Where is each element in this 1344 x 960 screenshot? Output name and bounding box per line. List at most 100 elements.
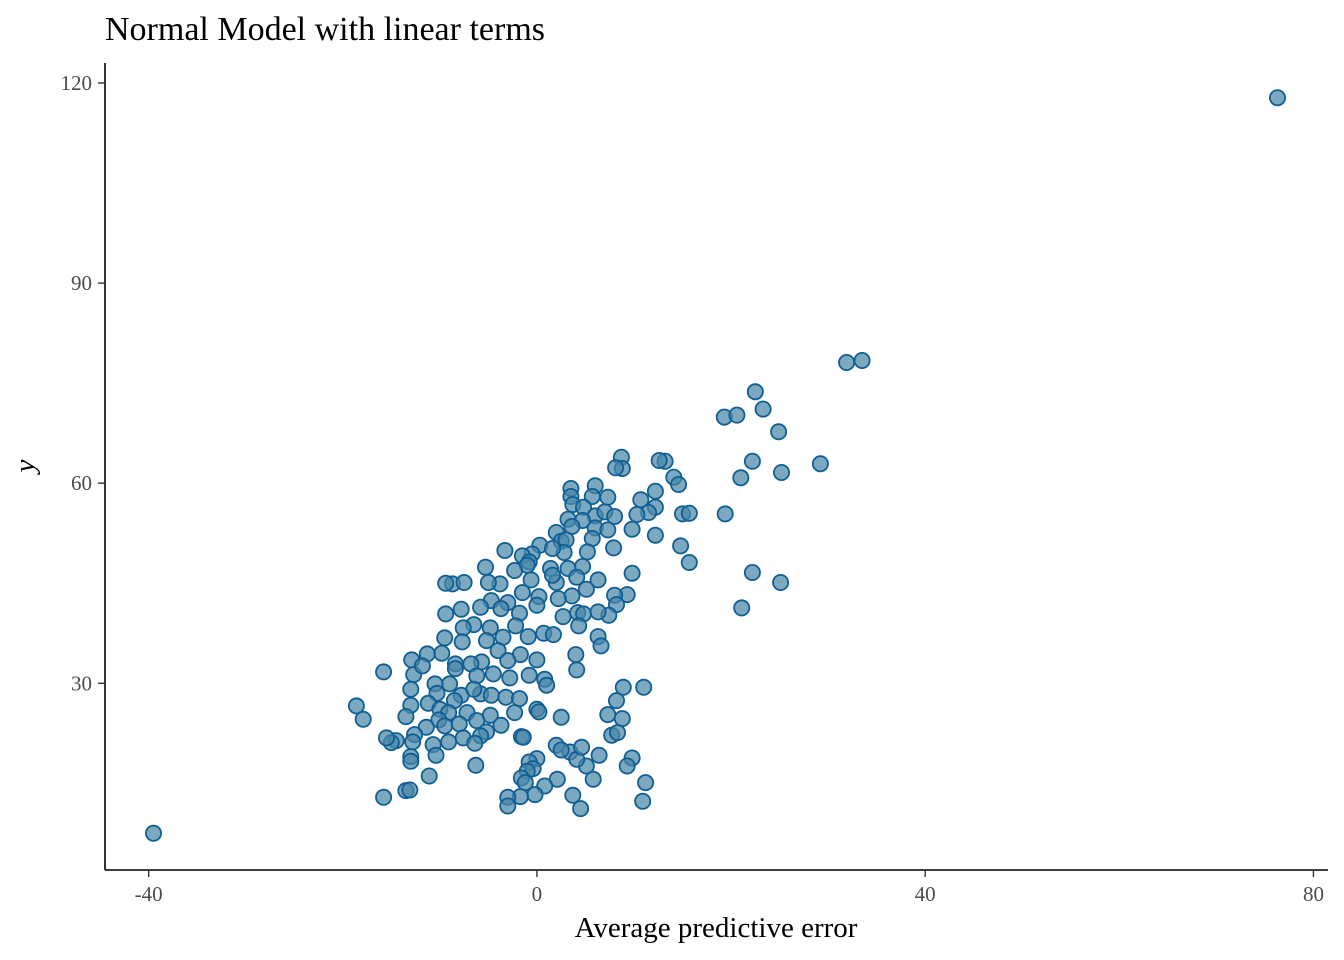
data-point-13 (716, 505, 734, 523)
data-point-18 (650, 451, 668, 469)
data-point-6 (728, 406, 746, 424)
data-point-112 (477, 632, 495, 650)
data-point-113 (453, 633, 471, 651)
x-axis-label: Average predictive error (575, 912, 858, 944)
data-point-184 (354, 710, 372, 728)
data-point-195 (590, 746, 608, 764)
data-point-66 (496, 542, 514, 560)
data-point-16 (733, 599, 751, 617)
data-point-15 (772, 574, 790, 592)
y-tick-label: 90 (71, 271, 92, 295)
data-point-121 (499, 652, 517, 670)
data-point-63 (544, 540, 562, 558)
data-point-114 (436, 629, 454, 647)
data-point-59 (605, 539, 623, 557)
data-point-124 (567, 646, 585, 664)
chart-title: Normal Model with linear terms (105, 11, 545, 48)
data-point-154 (506, 704, 524, 722)
data-point-54 (599, 521, 617, 539)
x-tick-label: -40 (135, 882, 163, 906)
data-point-201 (584, 770, 602, 788)
data-point-40 (599, 488, 617, 506)
data-point-78 (522, 571, 540, 589)
data-point-215 (526, 786, 544, 804)
data-point-160 (436, 717, 454, 735)
data-point-174 (404, 733, 422, 751)
data-point-199 (634, 792, 652, 810)
data-point-83 (455, 574, 473, 592)
data-point-125 (568, 661, 586, 679)
data-point-143 (510, 690, 528, 708)
data-point-115 (433, 644, 451, 662)
data-point-29 (646, 526, 664, 544)
data-point-49 (606, 507, 624, 525)
data-point-178 (420, 767, 438, 785)
data-point-14 (743, 564, 761, 582)
data-point-136 (375, 663, 393, 681)
data-point-126 (528, 651, 546, 669)
data-point-219 (564, 786, 582, 804)
data-point-176 (402, 752, 420, 770)
data-point-27 (628, 505, 646, 523)
data-point-109 (592, 637, 610, 655)
y-tick-label: 120 (61, 71, 93, 95)
data-point-100 (589, 603, 607, 621)
data-point-158 (397, 708, 415, 726)
data-point-72 (506, 562, 524, 580)
data-point-104 (454, 619, 472, 637)
data-point-190 (608, 692, 626, 710)
data-point-0 (144, 824, 162, 842)
data-point-39 (607, 459, 625, 477)
data-point-173 (377, 729, 395, 747)
data-point-107 (570, 617, 588, 635)
data-point-84 (563, 587, 581, 605)
data-point-7 (754, 400, 772, 418)
x-axis-ticks: -40 0 40 80 (135, 870, 1324, 906)
data-point-187 (401, 781, 419, 799)
data-point-110 (519, 628, 537, 646)
data-point-135 (413, 657, 431, 675)
data-point-92 (452, 600, 470, 618)
data-point-9 (743, 452, 761, 470)
data-point-42 (583, 487, 601, 505)
data-point-157 (552, 708, 570, 726)
data-point-194 (609, 724, 627, 742)
data-point-91 (472, 598, 490, 616)
data-point-141 (482, 686, 500, 704)
data-point-11 (773, 463, 791, 481)
data-point-182 (514, 728, 532, 746)
data-point-218 (499, 797, 517, 815)
data-point-101 (507, 617, 525, 635)
data-point-97 (554, 608, 572, 626)
data-point-88 (513, 584, 531, 602)
data-point-8 (770, 423, 788, 441)
data-point-106 (544, 626, 562, 644)
data-point-119 (489, 642, 507, 660)
data-point-162 (468, 712, 486, 730)
y-axis-ticks: 30 60 90 120 (61, 71, 105, 695)
data-point-137 (402, 680, 420, 698)
data-point-3 (853, 351, 871, 369)
data-point-80 (479, 574, 497, 592)
data-point-204 (573, 738, 591, 756)
data-point-180 (467, 756, 485, 774)
data-point-2 (838, 353, 856, 371)
data-point-179 (466, 734, 484, 752)
data-point-30 (672, 537, 690, 555)
data-points (144, 89, 1287, 842)
x-tick-label: 80 (1303, 882, 1324, 906)
data-point-188 (599, 706, 617, 724)
data-point-86 (549, 590, 567, 608)
data-point-1 (1269, 89, 1287, 107)
data-point-32 (623, 564, 641, 582)
data-point-131 (446, 660, 464, 678)
y-axis-label: y (9, 459, 41, 475)
data-point-220 (572, 800, 590, 818)
data-point-85 (577, 580, 595, 598)
data-point-192 (635, 678, 653, 696)
data-point-93 (437, 605, 455, 623)
y-tick-label: 60 (71, 471, 92, 495)
data-point-96 (528, 596, 546, 614)
data-point-156 (530, 703, 548, 721)
